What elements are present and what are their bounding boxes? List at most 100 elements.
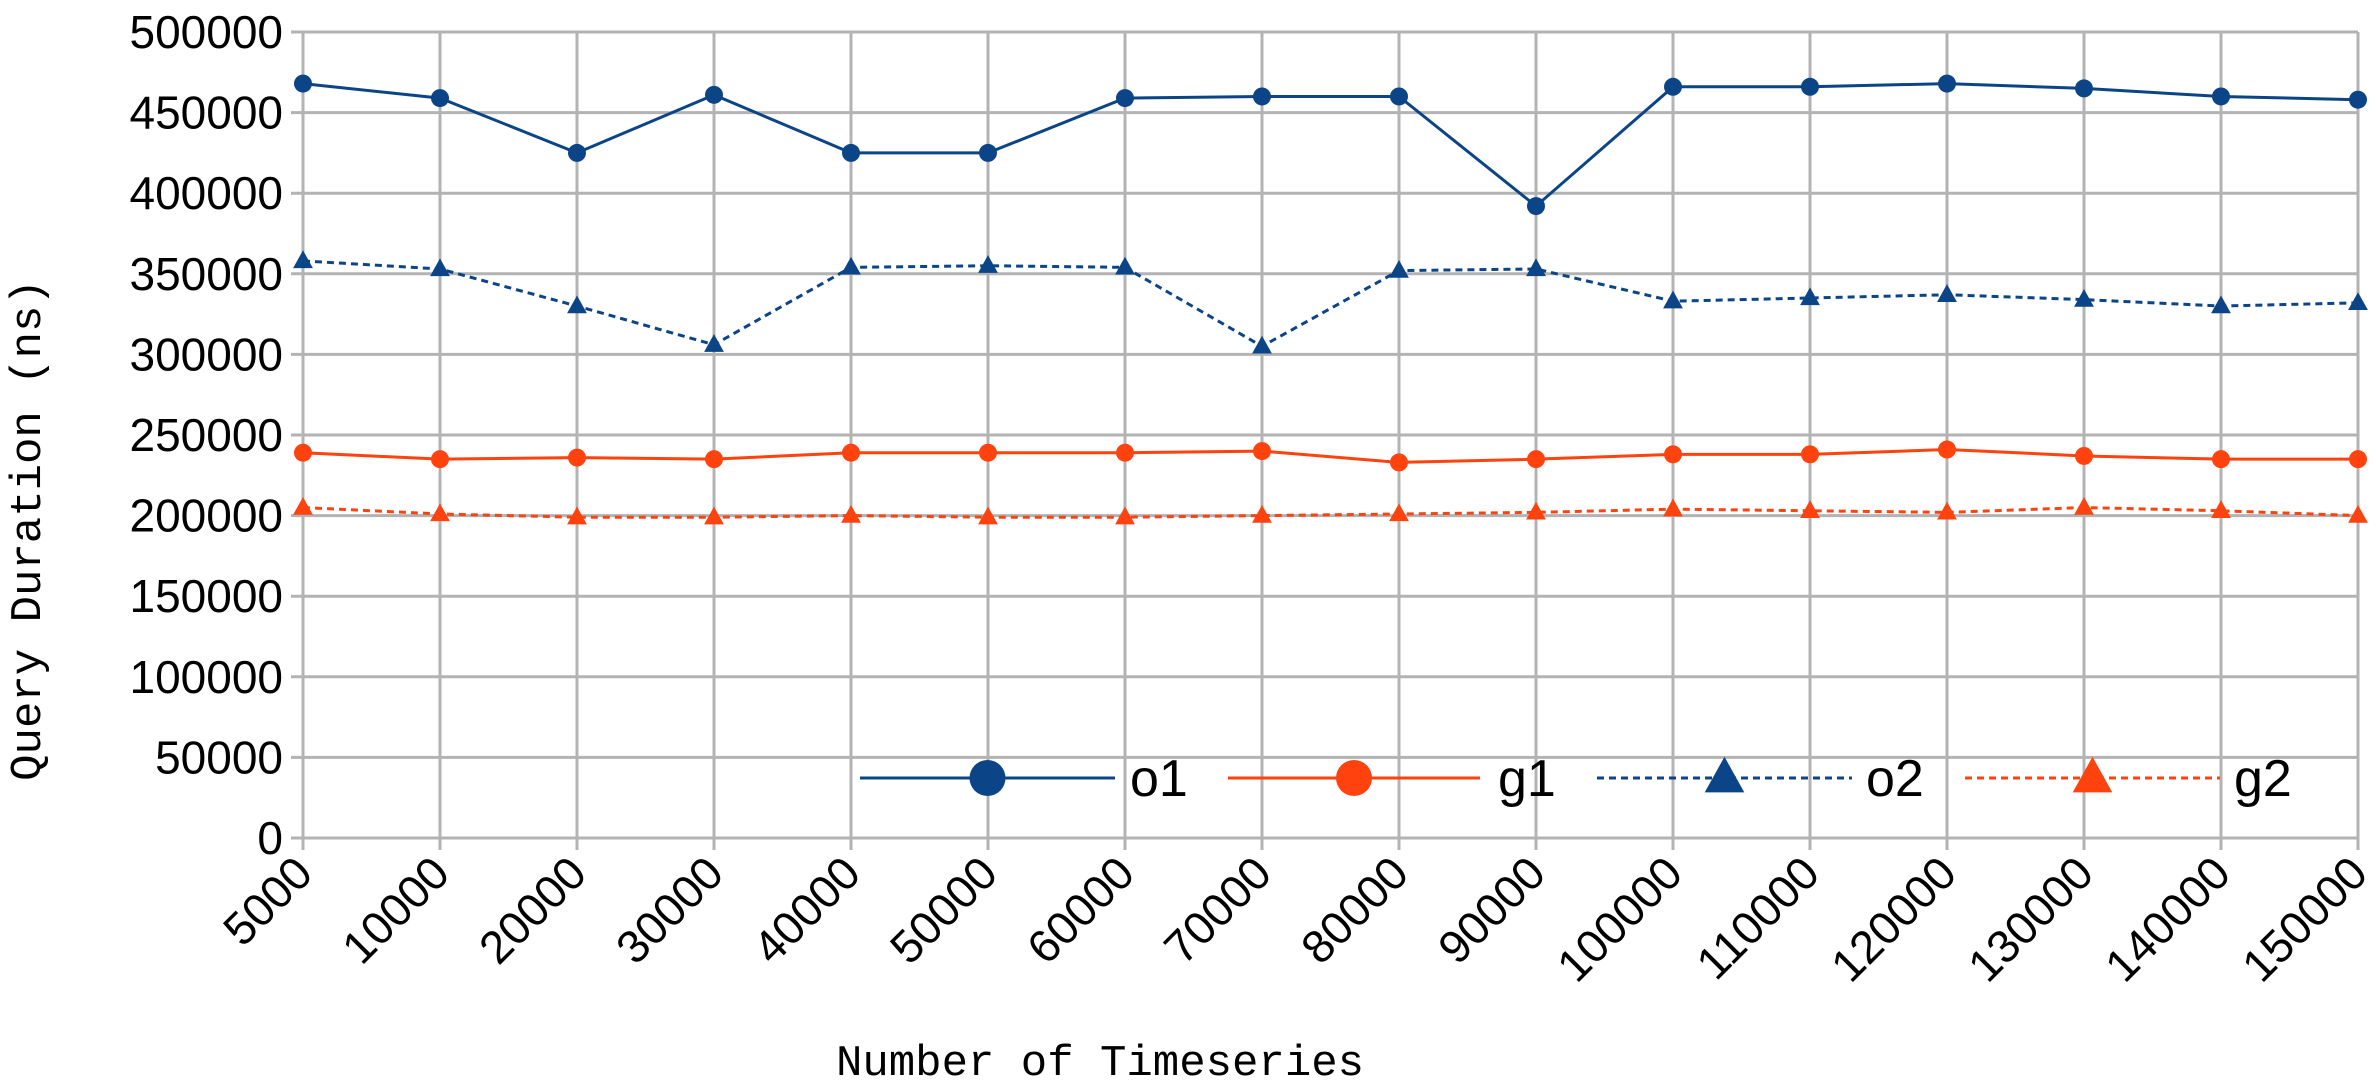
y-tick-label: 300000	[130, 328, 284, 380]
data-point-o2	[430, 258, 450, 277]
data-point-o2	[978, 255, 998, 273]
data-point-o1	[431, 89, 449, 108]
data-point-g1	[1390, 453, 1408, 472]
data-point-o1	[1664, 77, 1682, 96]
legend-label-o1: o1	[1130, 750, 1188, 808]
y-tick-label: 200000	[130, 490, 284, 542]
legend-marker-g1	[1336, 760, 1372, 796]
y-tick-label: 350000	[130, 248, 284, 300]
data-point-g2	[2211, 500, 2231, 518]
y-tick-label: 150000	[130, 570, 284, 622]
x-tick-label: 50000	[880, 846, 1007, 973]
x-tick-label: 90000	[1428, 846, 1555, 973]
x-tick-label: 60000	[1017, 846, 1144, 973]
data-point-g1	[1253, 442, 1271, 461]
data-point-g1	[568, 448, 586, 467]
legend-label-g1: g1	[1498, 750, 1556, 808]
data-point-o2	[1389, 259, 1409, 278]
legend-item-g2: g2	[1965, 750, 2292, 808]
legend-item-o1: o1	[860, 750, 1188, 808]
data-point-g2	[1252, 504, 1272, 523]
data-point-o1	[1253, 87, 1271, 106]
y-tick-label: 50000	[155, 731, 283, 783]
legend-item-g1: g1	[1228, 750, 1556, 808]
data-point-g1	[2212, 450, 2230, 469]
x-tick-label: 30000	[606, 846, 733, 973]
data-point-o2	[1800, 287, 1820, 306]
data-point-g1	[1801, 445, 1819, 464]
data-point-o1	[1938, 74, 1956, 93]
series-g2	[293, 496, 2368, 525]
x-tick-label: 100000	[1547, 846, 1692, 991]
data-point-g1	[431, 450, 449, 469]
data-point-o1	[2212, 87, 2230, 106]
y-tick-label: 450000	[130, 87, 284, 139]
x-axis-title: Number of Timeseries	[836, 1039, 1364, 1083]
x-tick-label: 70000	[1154, 846, 1281, 973]
data-point-g1	[705, 450, 723, 469]
legend-label-o2: o2	[1866, 750, 1924, 808]
data-point-g2	[1115, 506, 1135, 525]
data-point-g1	[1527, 450, 1545, 469]
data-point-o1	[1527, 197, 1545, 216]
data-point-g2	[704, 506, 724, 525]
data-point-g2	[1800, 500, 1820, 518]
data-point-g2	[1526, 501, 1546, 520]
data-point-o1	[1116, 89, 1134, 108]
data-point-g1	[979, 443, 997, 462]
data-point-o2	[2074, 288, 2094, 307]
data-point-g2	[978, 506, 998, 525]
data-point-o2	[1526, 258, 1546, 277]
data-point-g1	[2349, 450, 2367, 469]
y-tick-label: 400000	[130, 167, 284, 219]
data-point-o1	[1390, 87, 1408, 106]
x-tick-label: 10000	[332, 846, 459, 973]
grid	[291, 30, 2360, 850]
legend: o1 g1 o2 g2	[860, 750, 2292, 808]
y-tick-label: 250000	[130, 409, 284, 461]
legend-item-o2: o2	[1597, 750, 1924, 808]
data-point-g1	[1938, 440, 1956, 459]
data-point-g2	[293, 496, 313, 515]
data-point-g1	[294, 443, 312, 462]
data-point-g2	[1663, 498, 1683, 517]
data-point-o1	[842, 143, 860, 162]
series-o1	[294, 74, 2367, 216]
x-tick-label: 40000	[743, 846, 870, 973]
data-point-g2	[2074, 496, 2094, 515]
data-point-o1	[568, 143, 586, 162]
data-point-o1	[705, 85, 723, 104]
legend-marker-g2	[2072, 756, 2113, 793]
data-point-o1	[294, 74, 312, 93]
data-point-o1	[1801, 77, 1819, 96]
legend-marker-o1	[969, 760, 1006, 796]
data-point-g1	[842, 443, 860, 462]
series-o2	[293, 250, 2368, 354]
data-point-o2	[1252, 335, 1272, 354]
data-point-g1	[1116, 443, 1134, 462]
data-point-g1	[2075, 446, 2093, 465]
y-axis-ticks: 0 50000 100000 150000 200000 250000 300000 3500…	[130, 6, 284, 864]
data-point-g2	[1937, 501, 1957, 520]
series-g1	[294, 440, 2367, 472]
x-tick-label: 140000	[2095, 846, 2240, 991]
y-tick-label: 500000	[130, 6, 284, 58]
legend-marker-o2	[1704, 756, 1745, 793]
data-point-o2	[2348, 292, 2368, 310]
data-point-o2	[704, 334, 724, 352]
x-tick-label: 110000	[1686, 846, 1829, 989]
data-point-g2	[841, 504, 861, 523]
x-tick-label: 150000	[2232, 846, 2376, 991]
x-tick-label: 120000	[1821, 846, 1966, 991]
x-tick-label: 80000	[1291, 846, 1418, 973]
data-point-o2	[1663, 290, 1683, 309]
data-point-o1	[979, 143, 997, 162]
series-layer	[293, 74, 2368, 525]
data-point-g2	[567, 506, 587, 525]
data-point-o2	[567, 295, 587, 314]
series-line-g1	[302, 448, 2358, 464]
y-axis-title: Query Duration (ns)	[4, 279, 54, 781]
series-line-o1	[302, 82, 2359, 209]
data-point-o1	[2349, 90, 2367, 109]
